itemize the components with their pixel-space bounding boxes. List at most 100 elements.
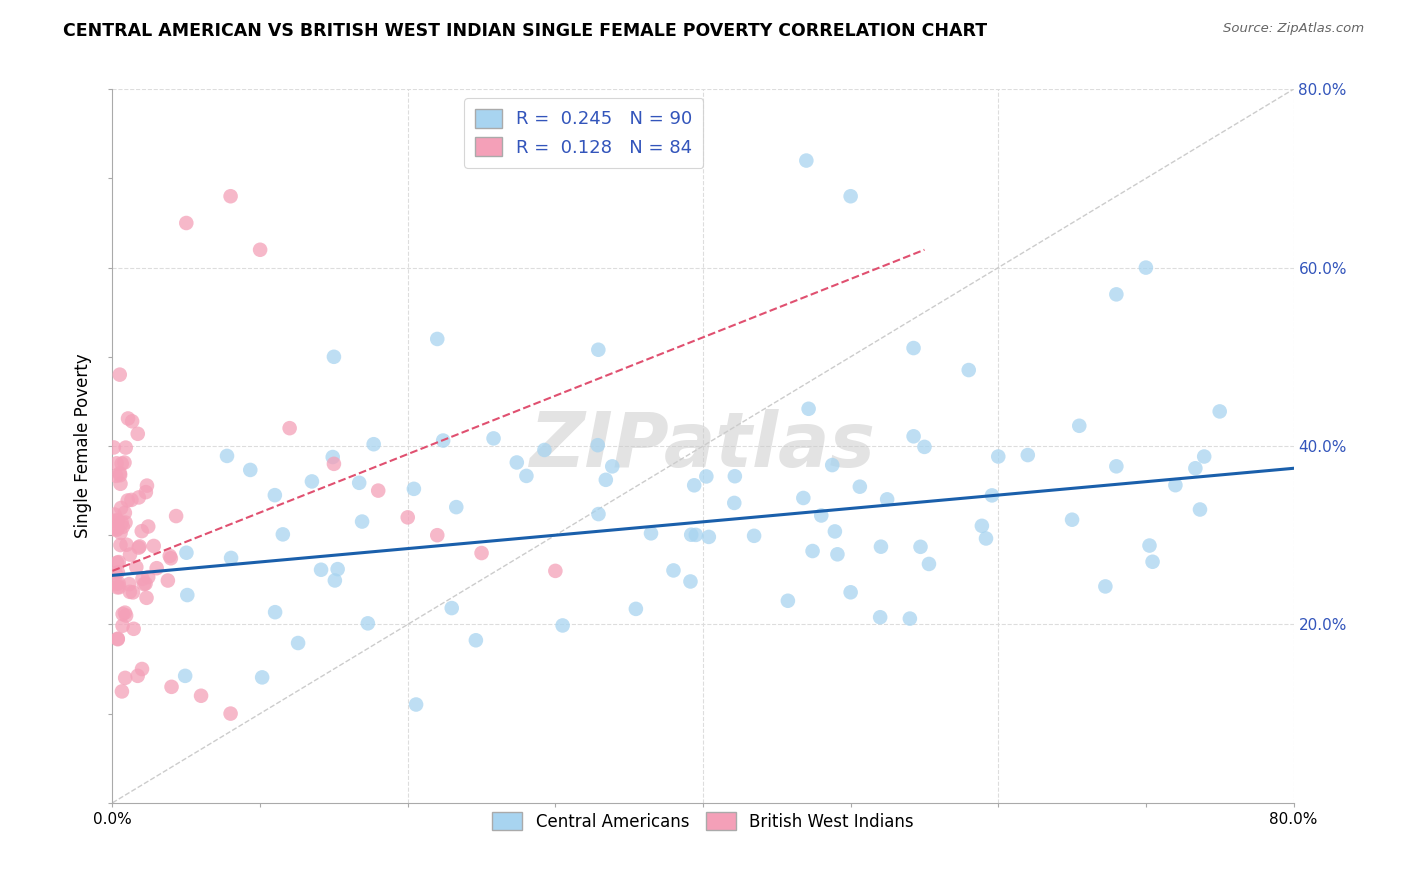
Central Americans xyxy=(1192,450,1215,464)
British West Indians xyxy=(107,632,129,647)
Central Americans xyxy=(301,475,323,489)
Central Americans xyxy=(1062,513,1084,527)
Central Americans xyxy=(1184,461,1206,475)
Central Americans xyxy=(914,440,936,454)
British West Indians xyxy=(110,500,132,515)
Central Americans xyxy=(903,429,925,443)
Central Americans xyxy=(347,475,370,490)
Central Americans xyxy=(981,488,1004,502)
Central Americans xyxy=(681,527,703,541)
Central Americans xyxy=(1135,260,1157,275)
British West Indians xyxy=(160,551,183,566)
Central Americans xyxy=(685,528,707,542)
British West Indians xyxy=(114,506,136,520)
Central Americans xyxy=(533,442,555,457)
British West Indians xyxy=(108,580,131,594)
British West Indians xyxy=(107,576,129,591)
Central Americans xyxy=(724,469,747,483)
British West Indians xyxy=(117,493,139,508)
Central Americans xyxy=(797,401,820,416)
British West Indians xyxy=(426,528,449,542)
Central Americans xyxy=(271,527,294,541)
Central Americans xyxy=(876,492,898,507)
British West Indians xyxy=(105,456,128,470)
British West Indians xyxy=(107,555,129,569)
Central Americans xyxy=(957,363,980,377)
Central Americans xyxy=(326,562,349,576)
British West Indians xyxy=(110,538,132,552)
British West Indians xyxy=(111,520,134,534)
British West Indians xyxy=(111,457,134,471)
British West Indians xyxy=(117,411,139,425)
British West Indians xyxy=(103,508,125,522)
Central Americans xyxy=(464,633,486,648)
Central Americans xyxy=(1208,404,1232,418)
Central Americans xyxy=(910,540,932,554)
Central Americans xyxy=(176,546,198,560)
British West Indians xyxy=(120,492,142,507)
British West Indians xyxy=(114,671,136,685)
British West Indians xyxy=(108,467,131,481)
Legend: Central Americans, British West Indians: Central Americans, British West Indians xyxy=(485,805,921,838)
Central Americans xyxy=(219,550,242,565)
British West Indians xyxy=(114,606,136,620)
British West Indians xyxy=(122,585,145,599)
Central Americans xyxy=(821,458,844,472)
British West Indians xyxy=(136,519,159,533)
Central Americans xyxy=(426,332,449,346)
Central Americans xyxy=(440,601,463,615)
British West Indians xyxy=(115,608,138,623)
British West Indians xyxy=(174,216,197,230)
Central Americans xyxy=(357,616,380,631)
Central Americans xyxy=(482,431,505,445)
British West Indians xyxy=(135,485,157,500)
Central Americans xyxy=(215,449,238,463)
British West Indians xyxy=(108,368,131,382)
Central Americans xyxy=(588,507,610,521)
Central Americans xyxy=(839,585,862,599)
British West Indians xyxy=(105,523,128,537)
British West Indians xyxy=(219,189,242,203)
British West Indians xyxy=(160,680,183,694)
British West Indians xyxy=(136,570,159,584)
Central Americans xyxy=(515,469,537,483)
Central Americans xyxy=(898,611,921,625)
British West Indians xyxy=(111,684,134,698)
British West Indians xyxy=(190,689,212,703)
Central Americans xyxy=(1142,555,1164,569)
British West Indians xyxy=(104,566,127,581)
British West Indians xyxy=(107,522,129,536)
British West Indians xyxy=(111,618,134,632)
British West Indians xyxy=(278,421,301,435)
British West Indians xyxy=(159,549,181,563)
Central Americans xyxy=(970,518,993,533)
Central Americans xyxy=(446,500,468,515)
British West Indians xyxy=(165,509,187,524)
Central Americans xyxy=(810,508,832,523)
Text: ZIPatlas: ZIPatlas xyxy=(530,409,876,483)
Central Americans xyxy=(683,478,706,492)
British West Indians xyxy=(132,577,155,591)
Central Americans xyxy=(1139,539,1161,553)
Central Americans xyxy=(250,670,273,684)
Central Americans xyxy=(624,602,647,616)
British West Indians xyxy=(367,483,389,498)
Central Americans xyxy=(695,469,717,483)
Central Americans xyxy=(432,434,454,448)
British West Indians xyxy=(125,560,148,574)
British West Indians xyxy=(135,591,157,605)
British West Indians xyxy=(156,574,179,588)
British West Indians xyxy=(142,539,165,553)
Central Americans xyxy=(176,588,198,602)
Central Americans xyxy=(1069,418,1091,433)
Central Americans xyxy=(174,669,197,683)
British West Indians xyxy=(128,491,150,505)
Central Americans xyxy=(506,455,529,469)
British West Indians xyxy=(135,576,157,591)
Central Americans xyxy=(309,563,332,577)
Central Americans xyxy=(323,574,346,588)
Central Americans xyxy=(363,437,385,451)
Central Americans xyxy=(1017,448,1039,462)
Central Americans xyxy=(1164,478,1187,492)
British West Indians xyxy=(128,540,150,554)
